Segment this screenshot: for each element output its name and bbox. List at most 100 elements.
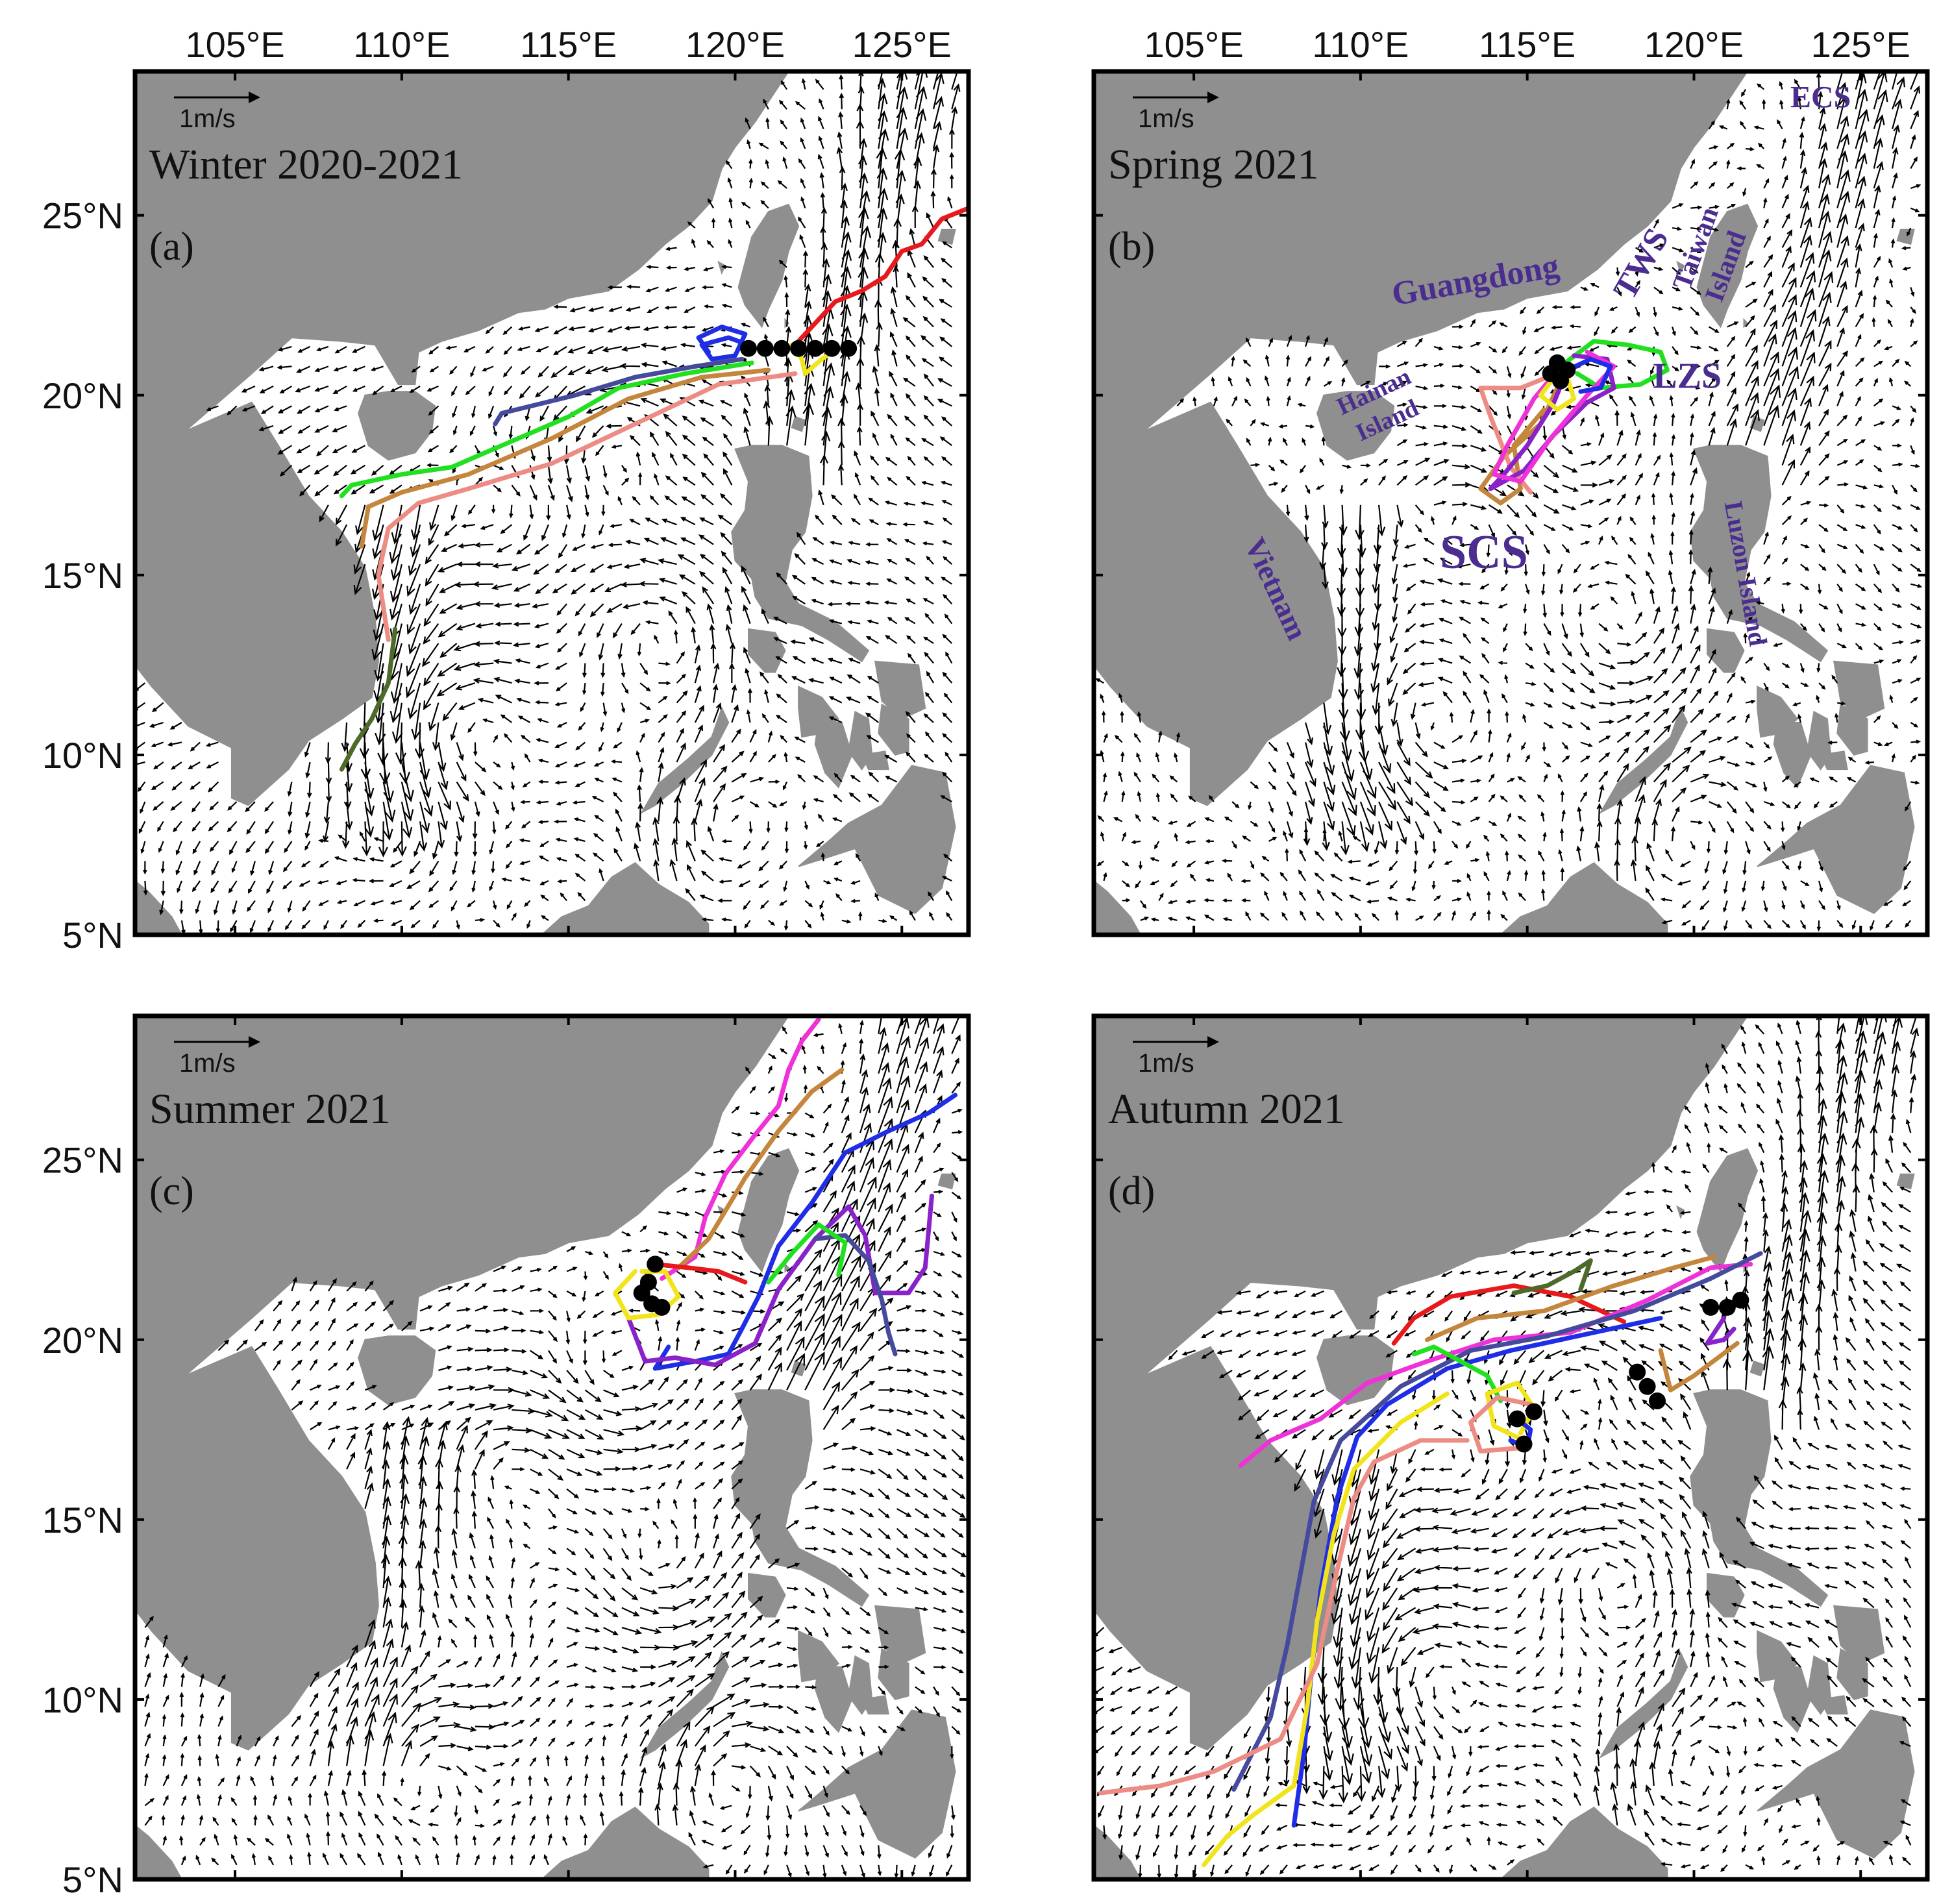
lon-tick-label: 125°E xyxy=(1811,24,1910,65)
release-point xyxy=(1509,1410,1526,1428)
land-palawan xyxy=(640,1651,730,1759)
land-china xyxy=(1094,1016,1748,1431)
land-okinawa xyxy=(937,229,956,245)
land-bohol xyxy=(861,1695,889,1715)
drifter-track-tan xyxy=(1425,1254,1716,1342)
drifter-tracks xyxy=(339,206,969,772)
land-bohol xyxy=(861,750,889,771)
drifter-track-blue xyxy=(1564,356,1613,394)
scale-label: 1m/s xyxy=(179,1049,236,1078)
lon-tick-label: 105°E xyxy=(1144,24,1243,65)
land-china xyxy=(135,1016,789,1431)
lon-tick-label: 120°E xyxy=(686,24,785,65)
land-leyte xyxy=(878,1648,909,1701)
release-point xyxy=(1629,1363,1646,1381)
land-leyte xyxy=(1836,1648,1868,1701)
land-luzon xyxy=(1690,1389,1829,1607)
land-babuyan xyxy=(791,415,806,432)
lat-tick-label: 5°N xyxy=(62,915,123,956)
release-point xyxy=(1525,1403,1542,1420)
release-point xyxy=(1552,372,1570,389)
release-point xyxy=(773,340,791,357)
current-arrows xyxy=(144,1016,967,1879)
land-vietnam xyxy=(135,1346,379,1751)
release-point xyxy=(653,1298,671,1316)
land-palawan xyxy=(1599,1651,1688,1759)
release-point xyxy=(806,340,824,357)
drifter-track-green xyxy=(339,360,754,499)
panel-label: (d) xyxy=(1108,1169,1155,1213)
drifter-track-magenta xyxy=(660,1017,821,1281)
drifter-track-tan xyxy=(359,367,771,549)
current-vector-field xyxy=(1095,71,1923,932)
panel-title: Spring 2021 xyxy=(1108,141,1319,188)
panel-title: Winter 2020-2021 xyxy=(149,141,463,188)
map-content xyxy=(135,71,969,935)
current-vector-field xyxy=(144,1016,967,1879)
panel-title: Summer 2021 xyxy=(149,1085,391,1133)
lon-tick-label: 115°E xyxy=(1479,24,1575,65)
drifter-track-salmon xyxy=(1468,1394,1533,1453)
land-malay xyxy=(1094,880,1142,935)
release-point xyxy=(740,340,758,357)
land-okinawa xyxy=(937,1173,956,1190)
drifter-track-indigo xyxy=(813,1233,898,1357)
land-luzon xyxy=(731,445,870,663)
release-point xyxy=(1702,1298,1720,1316)
land-leyte xyxy=(878,703,909,756)
map-content xyxy=(1094,1016,1920,1879)
land-bohol xyxy=(1820,1695,1848,1715)
land-palawan xyxy=(1599,706,1688,815)
release-point xyxy=(840,340,858,357)
land-borneo xyxy=(541,1806,710,1879)
land-hainan xyxy=(1316,1335,1395,1405)
land-mindanao xyxy=(798,1709,956,1859)
drifter-track-indigo xyxy=(1231,1251,1763,1792)
place-label: SCS xyxy=(1440,526,1528,579)
land-taiwan xyxy=(737,203,800,328)
drifter-track-olive xyxy=(1511,1258,1593,1296)
land-mindoro xyxy=(1707,628,1745,673)
lon-tick-label: 125°E xyxy=(852,24,952,65)
release-point xyxy=(1718,1298,1736,1316)
drifter-tracks xyxy=(613,1017,957,1371)
lon-tick-label: 110°E xyxy=(1312,24,1409,65)
lon-tick-label: 105°E xyxy=(185,24,284,65)
drifter-track-yellow xyxy=(1538,371,1577,412)
map-content: Guangdong TWSTaiwanIslandECSLZSHainanIsla… xyxy=(1094,71,1923,935)
land-babuyan xyxy=(1749,1360,1765,1377)
land-mindanao xyxy=(1757,765,1915,915)
drifter-track-olive xyxy=(339,626,398,772)
map-panel-b: Guangdong TWSTaiwanIslandECSLZSHainanIsla… xyxy=(1091,24,1930,937)
land-samar xyxy=(874,1605,926,1664)
land-penghu xyxy=(717,260,726,275)
drifter-track-yellow xyxy=(1202,1391,1450,1868)
land-china xyxy=(1094,71,1748,486)
lat-tick-label: 25°N xyxy=(42,1140,123,1181)
lon-tick-label: 120°E xyxy=(1644,24,1744,65)
scale-label: 1m/s xyxy=(1138,105,1194,133)
land-mindanao xyxy=(1757,1709,1915,1859)
land-mindoro xyxy=(748,1572,786,1618)
drifter-track-salmon xyxy=(1098,1438,1470,1796)
release-point xyxy=(756,340,774,357)
lat-tick-label: 20°N xyxy=(42,375,123,416)
land-leyte xyxy=(1836,703,1868,756)
land-lanyu xyxy=(784,1262,790,1274)
land-samar xyxy=(1833,1605,1885,1664)
land-palawan xyxy=(640,706,730,815)
current-arrows xyxy=(1095,71,1923,932)
release-point xyxy=(633,1284,650,1302)
land-lanyu xyxy=(1743,317,1749,329)
scale-label: 1m/s xyxy=(179,105,236,133)
land-china xyxy=(135,71,789,486)
drifter-track-salmon xyxy=(1478,375,1550,495)
map-content xyxy=(135,1016,967,1879)
drifter-track-red xyxy=(793,206,969,347)
lat-tick-label: 10°N xyxy=(42,1679,123,1720)
lat-tick-label: 15°N xyxy=(42,555,123,596)
release-point xyxy=(790,340,808,357)
land-malay xyxy=(135,1824,183,1879)
release-point xyxy=(1648,1392,1666,1409)
